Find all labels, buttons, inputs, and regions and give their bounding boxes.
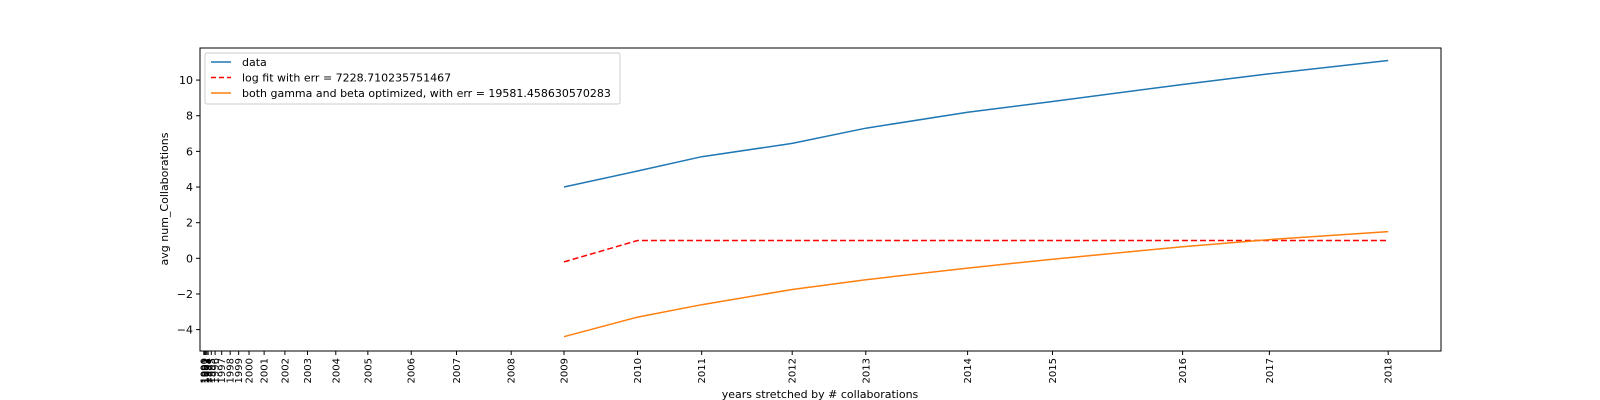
x-tick-label: 1995 [207, 358, 218, 383]
legend-label: data [242, 56, 267, 69]
x-tick-label: 2014 [963, 358, 974, 383]
plot-frame [199, 47, 1442, 352]
x-tick-label: 1990 [199, 358, 210, 383]
y-tick-label: −2 [177, 288, 193, 301]
x-tick-label: 2012 [788, 358, 799, 383]
y-axis-ticks: −4 −2 0 2 4 6 8 10 [177, 74, 200, 337]
y-tick-label: 2 [186, 217, 193, 230]
x-tick-label: 1992 [201, 358, 212, 383]
x-tick-label: 2008 [507, 358, 518, 383]
x-tick-label: 1993 [202, 358, 213, 383]
x-tick-label: 1994 [204, 358, 215, 383]
y-tick-label: 4 [186, 181, 193, 194]
y-tick-label: 8 [186, 110, 193, 123]
x-tick-label: 2013 [861, 358, 872, 383]
x-tick-label: 2007 [452, 358, 463, 383]
y-tick-label: 0 [186, 252, 193, 265]
series-line [563, 230, 1389, 338]
legend-items: data log fit with err = 7228.710235751467… [211, 56, 611, 100]
x-axis-ticks: 1990199119921993199419951996199719981999… [199, 351, 1395, 383]
legend-label: both gamma and beta optimized, with err … [242, 87, 611, 100]
x-tick-label: 2018 [1384, 358, 1395, 383]
legend: data log fit with err = 7228.710235751467… [204, 52, 621, 105]
series-line [563, 59, 1389, 188]
legend-label: log fit with err = 7228.710235751467 [242, 72, 451, 85]
x-tick-label: 2001 [260, 358, 271, 383]
x-tick-label: 2015 [1048, 358, 1059, 383]
legend-box [204, 52, 621, 105]
x-tick-label: 2004 [331, 358, 342, 383]
y-axis-label: avg num_Collaborations [158, 132, 171, 265]
x-tick-label: 2017 [1265, 358, 1276, 383]
series-line [563, 239, 1389, 263]
x-tick-label: 2016 [1178, 358, 1189, 383]
y-tick-label: −4 [177, 324, 193, 337]
x-tick-label: 2005 [363, 358, 374, 383]
x-tick-label: 2011 [697, 358, 708, 383]
series-lines [563, 59, 1389, 338]
x-tick-label: 2010 [633, 358, 644, 383]
x-tick-label: 1996 [211, 358, 222, 383]
x-tick-label: 2002 [280, 358, 291, 383]
x-tick-label: 1999 [234, 358, 245, 383]
x-tick-label: 2006 [407, 358, 418, 383]
y-tick-label: 6 [186, 145, 193, 158]
x-tick-label: 1991 [200, 358, 211, 383]
x-axis-label: years stretched by # collaborations [722, 388, 919, 400]
y-tick-label: 10 [179, 74, 193, 87]
x-tick-label: 2000 [245, 358, 256, 383]
x-tick-label: 2009 [560, 358, 571, 383]
x-tick-label: 1998 [226, 358, 237, 383]
x-tick-label: 2003 [303, 358, 314, 383]
x-tick-label: 1997 [217, 358, 228, 383]
